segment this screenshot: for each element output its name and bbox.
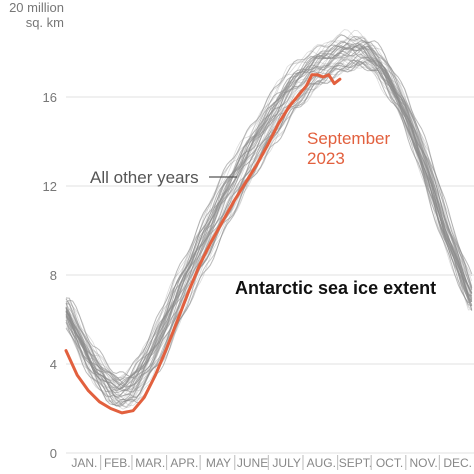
y-axis-ticks: 0 4 8 12 16 (43, 90, 57, 461)
y-tick-label: 8 (50, 268, 57, 283)
x-tick-label: FEB. (104, 456, 131, 470)
x-tick-label: DEC. (443, 456, 472, 470)
other-year-line (65, 60, 473, 408)
other-year-line (65, 44, 473, 392)
other-year-line (65, 29, 473, 384)
y-tick-label: 0 (50, 446, 57, 461)
other-year-line (65, 40, 473, 390)
chart-title: Antarctic sea ice extent (235, 278, 436, 298)
other-years-label: All other years (90, 168, 199, 187)
y-tick-label: 16 (43, 90, 57, 105)
x-tick-label: JULY (272, 456, 300, 470)
other-year-line (65, 40, 473, 386)
other-year-line (65, 51, 473, 397)
year-2023-label-line1: September (307, 129, 390, 148)
x-tick-label: JAN. (71, 456, 97, 470)
x-tick-label: MAY (206, 456, 231, 470)
other-year-line (65, 47, 473, 390)
x-tick-label: JUNE (237, 456, 268, 470)
other-year-line (65, 39, 473, 388)
other-year-line (65, 38, 473, 382)
x-tick-label: NOV. (409, 456, 437, 470)
x-axis-ticks: JAN. FEB. MAR. APR. MAY JUNE JULY AUG. SEPT. OCT.… (71, 455, 472, 470)
other-year-line (65, 62, 473, 407)
other-year-line (65, 41, 473, 387)
other-year-line (65, 35, 473, 383)
other-year-line (65, 46, 473, 393)
x-tick-label: MAR. (135, 456, 165, 470)
other-year-line (65, 45, 473, 392)
other-year-line (65, 40, 473, 383)
other-year-line (65, 61, 473, 407)
other-year-line (65, 45, 473, 397)
other-year-line (65, 34, 473, 382)
other-years-lines (65, 29, 473, 410)
series-line-2023 (64, 73, 342, 415)
other-year-line (65, 59, 472, 406)
y-tick-label: 4 (50, 357, 57, 372)
other-year-line (65, 33, 473, 381)
x-tick-label: SEPT. (339, 456, 372, 470)
other-year-line (65, 29, 473, 379)
y-tick-label: 12 (43, 179, 57, 194)
x-tick-label: AUG. (307, 456, 336, 470)
x-tick-label: APR. (170, 456, 198, 470)
other-year-line (65, 49, 473, 397)
other-year-line (65, 45, 473, 394)
y-axis-label-line1: 20 million (9, 0, 64, 15)
gridlines (66, 96, 474, 454)
year-2023-label-line2: 2023 (307, 149, 345, 168)
other-year-line (65, 56, 472, 398)
other-year-line (65, 35, 473, 379)
other-year-line (65, 41, 473, 387)
y-axis-label-line2: sq. km (26, 15, 64, 30)
x-tick-label: OCT. (376, 456, 403, 470)
